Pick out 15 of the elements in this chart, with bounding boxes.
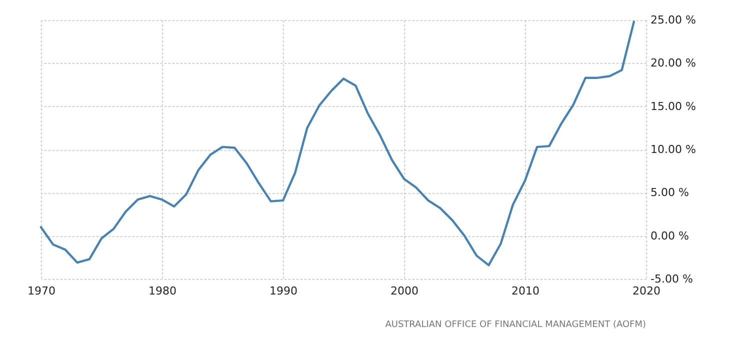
y-tick-label: 20.00 % — [650, 56, 696, 70]
x-tick-label: 1980 — [148, 284, 176, 298]
x-tick-label: 2010 — [512, 284, 540, 298]
y-tick-label: 5.00 % — [650, 186, 689, 200]
y-tick-label: 0.00 % — [650, 229, 689, 242]
line-series — [40, 20, 635, 266]
y-tick-label: 10.00 % — [650, 143, 696, 156]
x-tick-label: 2000 — [390, 284, 418, 298]
y-tick-label: 15.00 % — [650, 100, 696, 113]
y-tick-label: -5.00 % — [650, 272, 693, 286]
x-tick-label: 1990 — [270, 284, 298, 298]
y-tick-label: 25.00 % — [650, 14, 696, 26]
x-tick-label: 1970 — [28, 284, 56, 298]
x-tick-label: 2020 — [632, 284, 660, 298]
text: AUSTRALIAN OFFICE OF FINANCIAL MANAGEMENT (AOFM) — [385, 320, 646, 330]
